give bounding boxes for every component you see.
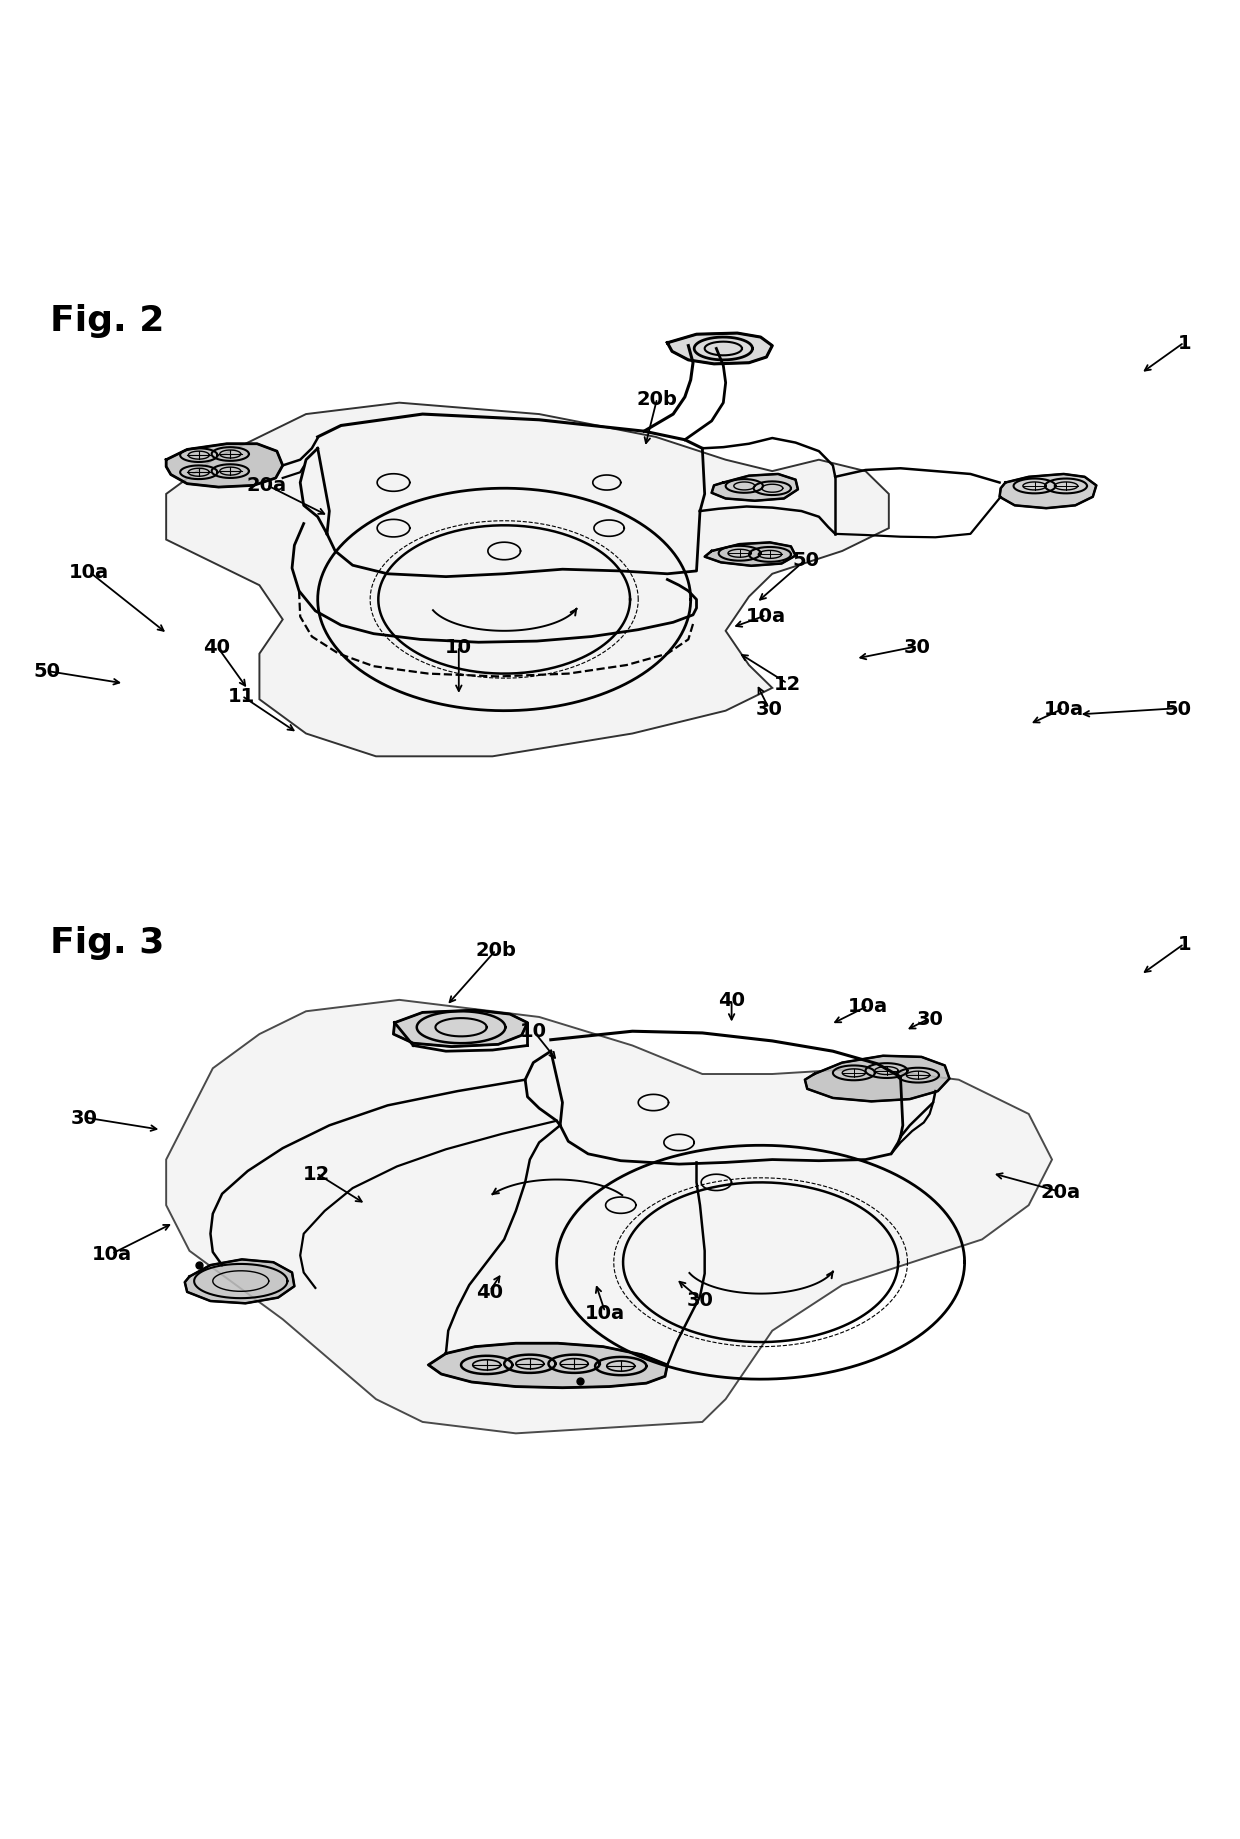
Text: 10a: 10a bbox=[746, 607, 786, 625]
Polygon shape bbox=[166, 445, 283, 487]
Polygon shape bbox=[393, 1011, 527, 1046]
Polygon shape bbox=[712, 474, 797, 502]
Text: 10: 10 bbox=[445, 638, 472, 657]
Polygon shape bbox=[704, 543, 796, 566]
Polygon shape bbox=[166, 1000, 1052, 1434]
Text: Fig. 3: Fig. 3 bbox=[50, 925, 164, 960]
Text: 40: 40 bbox=[203, 638, 231, 657]
Text: 12: 12 bbox=[774, 675, 801, 693]
Polygon shape bbox=[166, 403, 889, 758]
Text: 20b: 20b bbox=[637, 390, 677, 408]
Text: 30: 30 bbox=[755, 699, 782, 719]
Polygon shape bbox=[805, 1056, 950, 1102]
Text: 40: 40 bbox=[476, 1282, 503, 1300]
Text: 20b: 20b bbox=[476, 942, 516, 960]
Text: 40: 40 bbox=[718, 991, 745, 1010]
Polygon shape bbox=[185, 1260, 294, 1304]
Text: 50: 50 bbox=[792, 550, 820, 570]
Polygon shape bbox=[999, 474, 1096, 509]
Polygon shape bbox=[667, 335, 773, 364]
Text: 50: 50 bbox=[33, 662, 61, 680]
Text: 30: 30 bbox=[916, 1010, 944, 1028]
Text: 20a: 20a bbox=[1040, 1182, 1080, 1201]
Text: 12: 12 bbox=[303, 1164, 330, 1182]
Text: 10a: 10a bbox=[69, 563, 109, 581]
Text: 10a: 10a bbox=[848, 997, 888, 1015]
Text: 30: 30 bbox=[904, 638, 931, 657]
Text: 1: 1 bbox=[1178, 333, 1190, 353]
Text: 20a: 20a bbox=[247, 476, 286, 495]
Text: 10: 10 bbox=[520, 1021, 547, 1041]
Text: 11: 11 bbox=[228, 688, 255, 706]
Text: 30: 30 bbox=[71, 1109, 98, 1127]
Text: 50: 50 bbox=[1164, 699, 1192, 719]
Text: Fig. 2: Fig. 2 bbox=[50, 303, 164, 338]
Text: 1: 1 bbox=[1178, 934, 1190, 954]
Text: 10a: 10a bbox=[1044, 699, 1084, 719]
Text: 30: 30 bbox=[687, 1291, 714, 1309]
Text: 10a: 10a bbox=[92, 1245, 131, 1263]
Polygon shape bbox=[429, 1344, 667, 1388]
Text: 10a: 10a bbox=[585, 1302, 625, 1322]
